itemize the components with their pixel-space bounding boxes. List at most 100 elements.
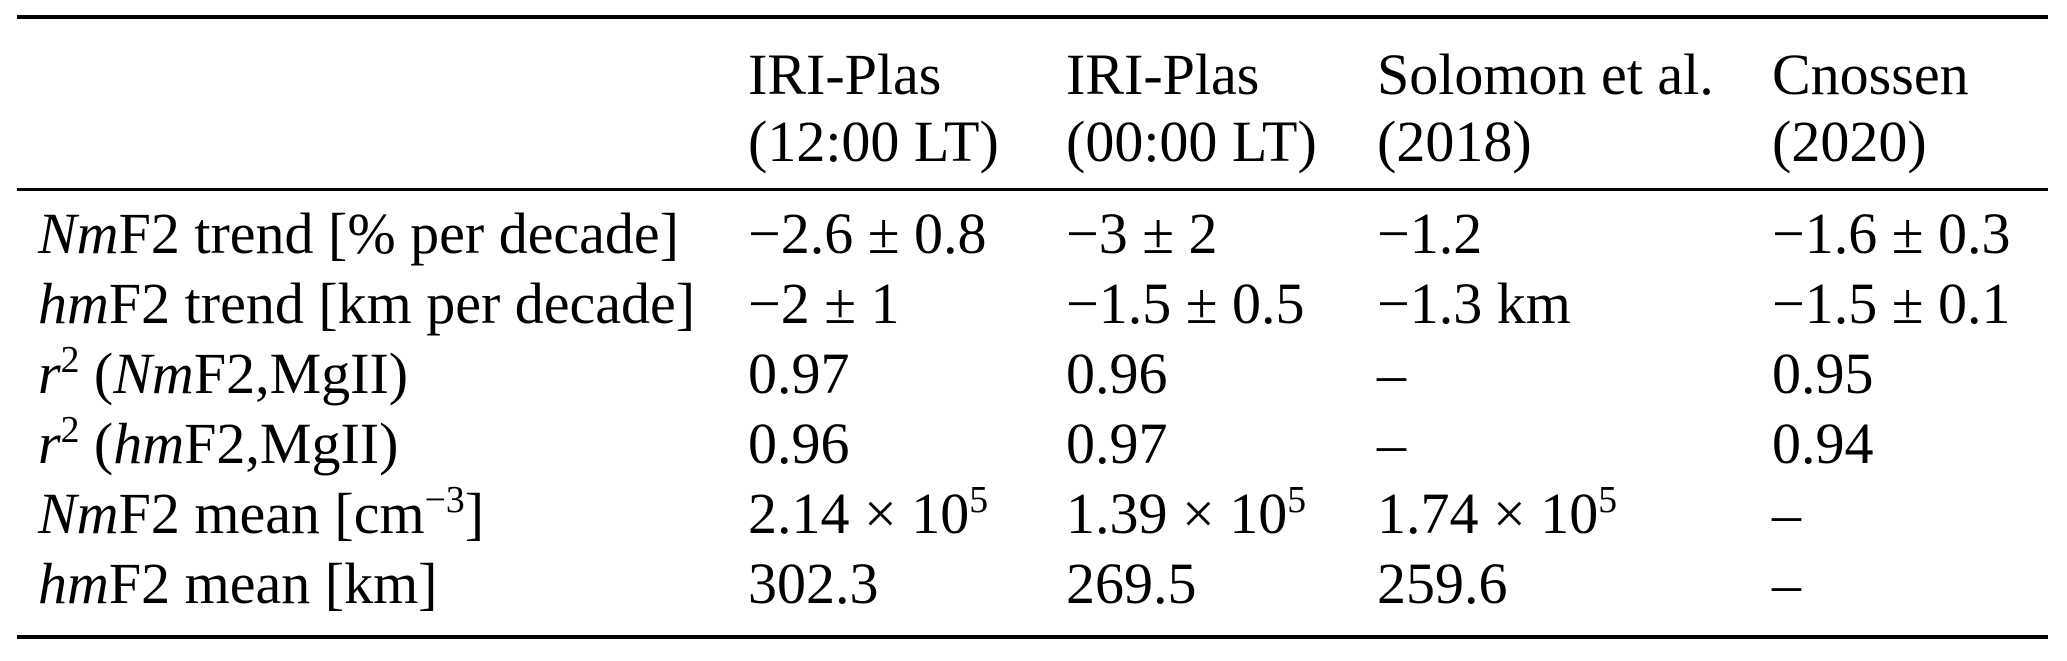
value-cell-r3-c1: 0.97 — [748, 339, 1066, 409]
table-body: NmF2 trend [% per decade] −2.6 ± 0.8 −3 ±… — [17, 190, 2048, 638]
text: 0.97 — [1066, 411, 1168, 476]
value-cell-r4-c3: – — [1377, 409, 1772, 479]
table-row-6: hmF2 mean [km] 302.3 269.5 259.6 – — [17, 549, 2048, 637]
text: – — [1772, 481, 1801, 546]
superscript: −3 — [424, 479, 465, 522]
italic-text: r — [38, 341, 61, 406]
column-header-3: Solomon et al. (2018) — [1377, 17, 1772, 191]
superscript: 5 — [1598, 479, 1618, 522]
text: – — [1772, 551, 1801, 616]
column-header-line1: IRI-Plas — [748, 42, 942, 107]
text: F2 trend [% per decade] — [118, 201, 679, 266]
value-cell-r1-c1: −2.6 ± 0.8 — [748, 190, 1066, 270]
italic-text: Nm — [113, 341, 194, 406]
table-row-5: NmF2 mean [cm−3] 2.14 × 105 1.39 × 105 1.7… — [17, 479, 2048, 549]
text: −1.3 km — [1377, 271, 1571, 336]
column-header-line2: (2018) — [1377, 109, 1532, 174]
text: – — [1377, 341, 1406, 406]
value-cell-r6-c3: 259.6 — [1377, 549, 1772, 637]
table-row-3: r2 (NmF2,MgII) 0.97 0.96 – 0.95 — [17, 339, 2048, 409]
value-cell-r1-c4: −1.6 ± 0.3 — [1772, 190, 2048, 270]
text: – — [1377, 411, 1406, 476]
superscript: 5 — [969, 479, 989, 522]
superscript: 5 — [1287, 479, 1307, 522]
value-cell-r2-c4: −1.5 ± 0.1 — [1772, 269, 2048, 339]
value-cell-r3-c2: 0.96 — [1066, 339, 1377, 409]
text: F2 trend [km per decade] — [108, 271, 696, 336]
italic-text: Nm — [38, 201, 119, 266]
table-row-4: r2 (hmF2,MgII) 0.96 0.97 – 0.94 — [17, 409, 2048, 479]
value-cell-r4-c2: 0.97 — [1066, 409, 1377, 479]
value-cell-r2-c3: −1.3 km — [1377, 269, 1772, 339]
text: 0.94 — [1772, 411, 1874, 476]
text: 0.95 — [1772, 341, 1874, 406]
superscript: 2 — [60, 409, 80, 452]
text: −3 ± 2 — [1066, 201, 1218, 266]
row-label: NmF2 trend [% per decade] — [17, 190, 748, 270]
value-cell-r3-c4: 0.95 — [1772, 339, 2048, 409]
column-header-1: IRI-Plas (12:00 LT) — [748, 17, 1066, 191]
text: −2 ± 1 — [748, 271, 900, 336]
table-row-2: hmF2 trend [km per decade] −2 ± 1 −1.5 ± … — [17, 269, 2048, 339]
text: 302.3 — [748, 551, 879, 616]
superscript: 2 — [60, 339, 80, 382]
text: ] — [464, 481, 485, 546]
column-header-line1: Solomon et al. — [1377, 42, 1714, 107]
italic-text: r — [38, 411, 61, 476]
value-cell-r5-c2: 1.39 × 105 — [1066, 479, 1377, 549]
header-row: IRI-Plas (12:00 LT) IRI-Plas (00:00 LT) … — [17, 17, 2048, 191]
text: −1.6 ± 0.3 — [1772, 201, 2011, 266]
row-label: r2 (hmF2,MgII) — [17, 409, 748, 479]
text: 2.14 × 10 — [748, 481, 970, 546]
value-cell-r2-c2: −1.5 ± 0.5 — [1066, 269, 1377, 339]
text: ( — [79, 341, 114, 406]
column-header-4: Cnossen (2020) — [1772, 17, 2048, 191]
header-cell-empty — [17, 17, 748, 191]
text: 259.6 — [1377, 551, 1508, 616]
italic-text: Nm — [38, 481, 119, 546]
text: 0.96 — [1066, 341, 1168, 406]
value-cell-r3-c3: – — [1377, 339, 1772, 409]
column-header-line2: (2020) — [1772, 109, 1927, 174]
italic-text: hm — [38, 271, 109, 336]
value-cell-r4-c1: 0.96 — [748, 409, 1066, 479]
value-cell-r6-c1: 302.3 — [748, 549, 1066, 637]
row-label: NmF2 mean [cm−3] — [17, 479, 748, 549]
column-header-line2: (00:00 LT) — [1066, 109, 1317, 174]
text: 1.74 × 10 — [1377, 481, 1599, 546]
italic-text: hm — [113, 411, 185, 476]
value-cell-r6-c4: – — [1772, 549, 2048, 637]
text: 1.39 × 10 — [1066, 481, 1288, 546]
text: 0.97 — [748, 341, 850, 406]
table-row-1: NmF2 trend [% per decade] −2.6 ± 0.8 −3 ±… — [17, 190, 2048, 270]
row-label: r2 (NmF2,MgII) — [17, 339, 748, 409]
text: −1.5 ± 0.1 — [1772, 271, 2011, 336]
text: −2.6 ± 0.8 — [748, 201, 987, 266]
value-cell-r5-c1: 2.14 × 105 — [748, 479, 1066, 549]
value-cell-r1-c2: −3 ± 2 — [1066, 190, 1377, 270]
italic-text: hm — [38, 551, 109, 616]
text: 0.96 — [748, 411, 850, 476]
text: F2,MgII) — [193, 341, 409, 406]
row-label: hmF2 trend [km per decade] — [17, 269, 748, 339]
value-cell-r1-c3: −1.2 — [1377, 190, 1772, 270]
column-header-2: IRI-Plas (00:00 LT) — [1066, 17, 1377, 191]
results-table: IRI-Plas (12:00 LT) IRI-Plas (00:00 LT) … — [17, 15, 2048, 639]
value-cell-r5-c3: 1.74 × 105 — [1377, 479, 1772, 549]
text: −1.5 ± 0.5 — [1066, 271, 1305, 336]
value-cell-r4-c4: 0.94 — [1772, 409, 2048, 479]
text: 269.5 — [1066, 551, 1197, 616]
value-cell-r6-c2: 269.5 — [1066, 549, 1377, 637]
column-header-line2: (12:00 LT) — [748, 109, 999, 174]
column-header-line1: Cnossen — [1772, 42, 1969, 107]
text: F2,MgII) — [184, 411, 399, 476]
value-cell-r5-c4: – — [1772, 479, 2048, 549]
value-cell-r2-c1: −2 ± 1 — [748, 269, 1066, 339]
text: F2 mean [cm — [118, 481, 425, 546]
text: F2 mean [km] — [108, 551, 438, 616]
text: −1.2 — [1377, 201, 1483, 266]
row-label: hmF2 mean [km] — [17, 549, 748, 637]
column-header-line1: IRI-Plas — [1066, 42, 1260, 107]
text: ( — [79, 411, 114, 476]
